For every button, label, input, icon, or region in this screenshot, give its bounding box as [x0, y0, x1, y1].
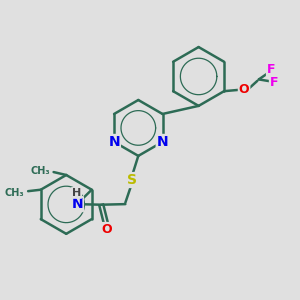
Text: F: F — [267, 64, 275, 76]
Text: N: N — [71, 197, 83, 211]
Text: N: N — [157, 135, 168, 149]
Text: CH₃: CH₃ — [5, 188, 25, 198]
Text: F: F — [270, 76, 278, 89]
Text: H: H — [72, 188, 81, 198]
Text: O: O — [239, 83, 249, 96]
Text: O: O — [101, 223, 112, 236]
Text: CH₃: CH₃ — [30, 166, 50, 176]
Text: N: N — [108, 135, 120, 149]
Text: S: S — [127, 173, 137, 187]
